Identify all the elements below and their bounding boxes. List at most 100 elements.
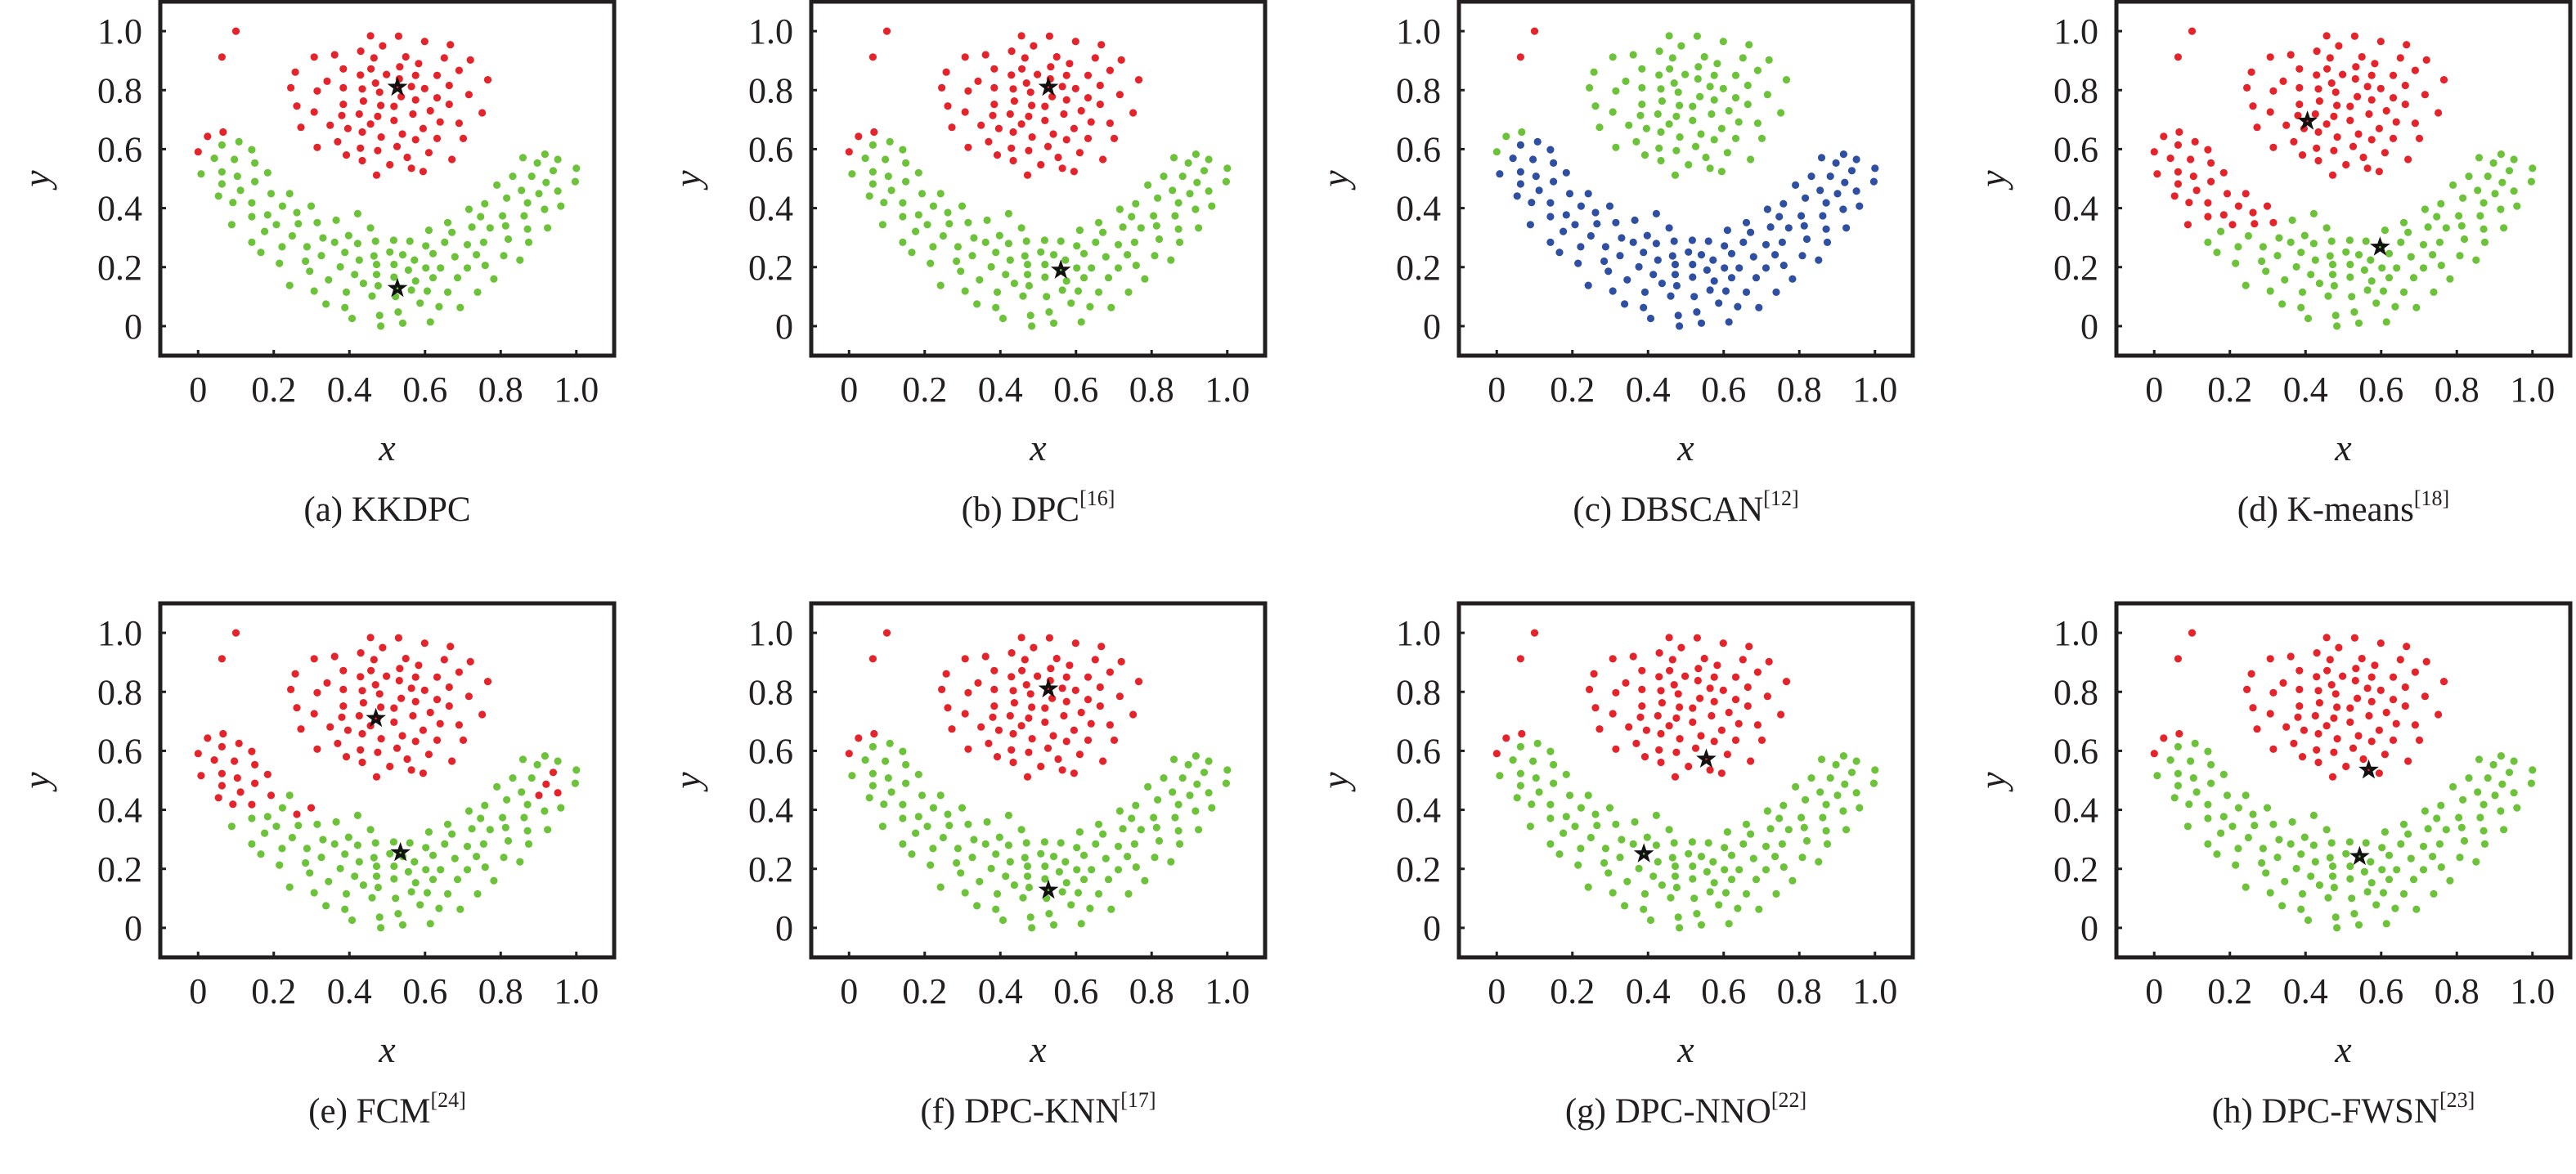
x-tick-label: 1.0 (1852, 370, 1897, 410)
data-point (1694, 676, 1702, 685)
data-point (1688, 838, 1696, 846)
data-point (429, 876, 438, 884)
data-point (2166, 756, 2174, 764)
data-point (554, 187, 562, 195)
data-point (2251, 220, 2259, 228)
data-point (374, 748, 382, 756)
data-point (490, 275, 498, 283)
data-point (366, 32, 375, 40)
data-points (194, 629, 581, 932)
data-point (1021, 252, 1029, 260)
data-point (338, 713, 346, 721)
data-point (1174, 199, 1183, 207)
data-point (248, 238, 256, 246)
data-point (1788, 876, 1797, 885)
data-point (463, 264, 472, 272)
data-point (1747, 228, 1755, 236)
data-point (357, 47, 365, 56)
data-point (398, 251, 407, 259)
data-point (929, 804, 937, 812)
data-point (257, 850, 265, 858)
data-point (313, 688, 321, 697)
data-point (1676, 101, 1684, 110)
data-point (375, 88, 384, 96)
data-point (1518, 729, 1526, 738)
y-tick-label: 0.2 (2053, 849, 2098, 889)
x-tick-label: 0.6 (1053, 370, 1098, 410)
data-point (557, 202, 565, 210)
data-point (968, 854, 976, 862)
cluster-center-dot (375, 717, 377, 720)
data-point (341, 249, 349, 257)
data-point (2187, 155, 2195, 164)
data-point (407, 888, 415, 896)
data-point (1073, 844, 1081, 852)
data-point (2217, 829, 2225, 837)
data-point (868, 742, 877, 751)
data-point (1689, 718, 1697, 726)
data-point (293, 704, 301, 712)
data-point (306, 267, 314, 276)
data-point (1742, 820, 1751, 828)
data-point (1043, 142, 1052, 150)
data-point (981, 238, 990, 246)
data-point (1124, 889, 1133, 898)
data-point (2314, 128, 2322, 137)
data-point (2281, 276, 2289, 284)
cluster-center-dot (2306, 119, 2309, 123)
data-point (453, 274, 462, 282)
data-point (1609, 287, 1617, 295)
data-point (342, 753, 351, 761)
subplot-caption: (a) KKDPC (62, 490, 712, 530)
data-point (557, 804, 565, 812)
data-point (1671, 171, 1680, 179)
data-point (1643, 231, 1651, 240)
data-point (1676, 133, 1684, 141)
data-point (1654, 110, 1662, 119)
data-point (1681, 672, 1690, 680)
y-tick-label: 0 (2080, 307, 2098, 347)
x-tick-label: 0.8 (1129, 370, 1174, 410)
data-point (1709, 858, 1717, 866)
data-point (2327, 839, 2336, 847)
data-point (1075, 226, 1084, 235)
data-point (310, 108, 318, 116)
x-tick-label: 0.6 (2358, 370, 2403, 410)
data-point (1710, 737, 1718, 746)
data-point (2401, 101, 2409, 109)
data-point (1755, 905, 1763, 913)
data-point (1704, 839, 1712, 847)
data-point (1102, 253, 1110, 261)
data-point (1694, 74, 1702, 83)
data-point (1638, 702, 1646, 710)
data-point (2296, 83, 2304, 92)
data-point (2292, 262, 2300, 271)
data-point (398, 130, 406, 138)
data-point (503, 795, 511, 804)
data-point (1192, 807, 1200, 815)
data-point (2352, 63, 2360, 71)
data-point (1706, 888, 1714, 896)
data-point (957, 869, 965, 877)
data-point (2360, 867, 2368, 876)
data-point (1807, 173, 1815, 181)
data-point (542, 178, 550, 186)
data-point (464, 692, 473, 701)
data-point (993, 151, 1002, 159)
data-point (878, 221, 886, 229)
data-point (2328, 773, 2337, 781)
data-point (2278, 300, 2287, 308)
data-point (330, 652, 339, 661)
data-point (1094, 820, 1103, 828)
data-point (1618, 836, 1626, 844)
data-point (1186, 190, 1194, 198)
data-point (1772, 288, 1780, 296)
data-point (1134, 76, 1143, 84)
data-point (2424, 825, 2432, 833)
data-point (231, 155, 239, 164)
data-point (535, 190, 543, 198)
data-point (999, 314, 1008, 323)
x-axis-label: x (2334, 1028, 2352, 1070)
data-point (1713, 661, 1721, 670)
data-point (523, 827, 532, 835)
